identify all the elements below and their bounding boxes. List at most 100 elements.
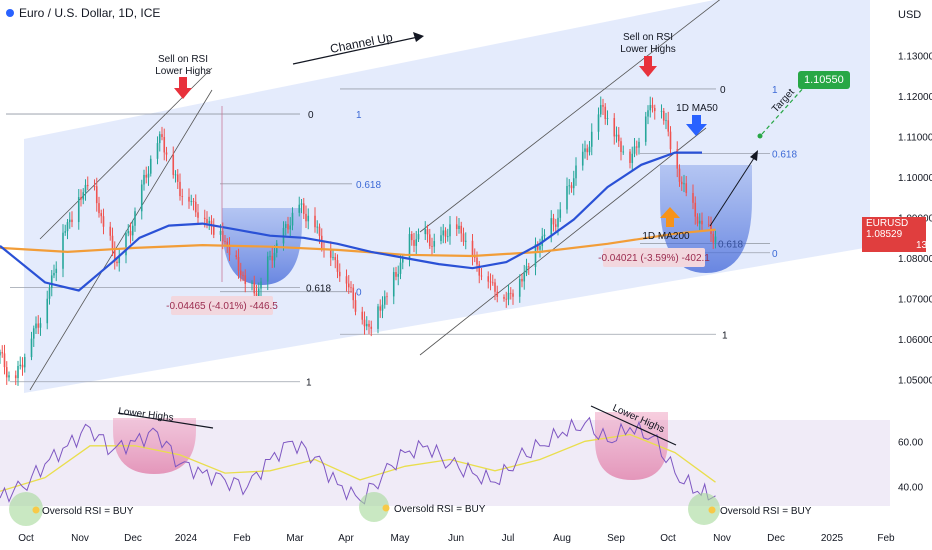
candle-body	[329, 249, 332, 258]
candle-body	[714, 236, 717, 243]
candle-body	[35, 323, 37, 329]
price-tick: 1.07000	[898, 295, 932, 306]
candle-body	[606, 118, 609, 119]
candle-body	[5, 367, 8, 378]
candle-body	[570, 185, 573, 189]
candle-body	[408, 234, 411, 259]
candle-body	[174, 174, 177, 176]
candle-body	[399, 262, 402, 274]
candle-body	[37, 323, 40, 328]
candle-body	[53, 272, 55, 276]
candle-body	[489, 281, 492, 283]
measure-left-label: -0.04465 (-4.01%) -446.5	[166, 301, 278, 312]
candle-body	[525, 266, 528, 274]
candle-body	[176, 174, 179, 182]
candle-body	[665, 120, 667, 122]
candle-body	[23, 357, 26, 368]
candle-body	[584, 148, 586, 152]
channel-up-arrowhead	[413, 32, 424, 42]
fib-label: 0.618	[306, 284, 331, 295]
candle-body	[629, 151, 631, 164]
sell-arrow-left	[174, 77, 192, 99]
price-tick: 1.13000	[898, 51, 932, 62]
candle-body	[235, 255, 238, 257]
candle-body	[46, 298, 49, 324]
candle-body	[14, 375, 17, 379]
candle-body	[647, 110, 649, 117]
candle-body	[113, 249, 116, 262]
oversold-circle-2	[359, 492, 389, 522]
candle-body	[633, 146, 636, 154]
candle-body	[444, 230, 447, 237]
candle-body	[111, 235, 114, 250]
candle-body	[383, 296, 386, 305]
wedge-2-upper	[419, 0, 721, 233]
candle-body	[712, 233, 715, 243]
candle-body	[667, 120, 670, 132]
wedge-1-lower	[29, 89, 213, 391]
target-price-tag: 1.10550	[798, 71, 850, 89]
candle-body	[588, 146, 591, 153]
candle-body	[118, 255, 121, 264]
rsi-tick: 40.00	[898, 483, 923, 494]
candle-body	[253, 282, 256, 294]
symbol-header[interactable]: Euro / U.S. Dollar, 1D, ICE	[6, 6, 160, 20]
candle-body	[635, 146, 638, 148]
candle-body	[669, 131, 672, 150]
candle-body	[131, 225, 134, 236]
candle-body	[163, 137, 166, 153]
fib-label: 0.618	[356, 180, 381, 191]
candle-body	[80, 197, 82, 200]
candle-body	[539, 246, 541, 250]
candle-body	[260, 281, 262, 289]
candle-body	[102, 216, 105, 227]
candle-body	[428, 234, 431, 247]
candle-body	[458, 225, 460, 229]
candle-body	[190, 201, 193, 202]
candle-body	[586, 148, 589, 153]
candle-body	[273, 252, 276, 261]
candle-body	[203, 217, 206, 220]
fib-label: 1	[772, 85, 778, 96]
candle-body	[694, 202, 697, 217]
candle-body	[534, 244, 537, 267]
time-tick: 2024	[175, 533, 198, 544]
candle-body	[377, 306, 379, 329]
candle-body	[314, 215, 316, 228]
candle-body	[494, 282, 496, 292]
candle-body	[82, 192, 85, 200]
symbol-title: Euro / U.S. Dollar, 1D, ICE	[19, 6, 161, 20]
candle-body	[239, 270, 242, 276]
candle-body	[271, 255, 274, 261]
candle-body	[0, 352, 1, 356]
candle-body	[3, 353, 6, 368]
candle-body	[219, 231, 222, 235]
candle-body	[361, 311, 364, 320]
candle-body	[455, 224, 458, 229]
candle-body	[442, 230, 445, 236]
rsi-tick: 60.00	[898, 437, 923, 448]
candle-body	[550, 218, 553, 235]
sell-arrow-right	[639, 56, 657, 77]
candle-body	[476, 257, 478, 265]
time-axis[interactable]: Oct Nov Dec 2024 Feb Mar Apr May Jun Jul Aug Sep Oct…	[18, 533, 895, 544]
candle-body	[613, 118, 616, 137]
candle-body	[140, 184, 143, 212]
candle-body	[615, 134, 618, 137]
currency-label[interactable]: USD	[898, 9, 922, 21]
candle-body	[19, 364, 22, 366]
time-tick: Mar	[286, 533, 304, 544]
rsi-line	[0, 416, 716, 505]
oversold-label-1: Oversold RSI = BUY	[42, 506, 134, 517]
candle-body	[543, 234, 546, 237]
candle-body	[210, 220, 213, 227]
candle-body	[307, 215, 310, 222]
candle-body	[300, 203, 303, 205]
candle-body	[505, 298, 508, 300]
candle-body	[701, 220, 703, 225]
candle-body	[363, 319, 366, 327]
time-tick: May	[391, 533, 410, 544]
wedge-2-lower	[419, 127, 707, 356]
candle-body	[226, 241, 229, 245]
